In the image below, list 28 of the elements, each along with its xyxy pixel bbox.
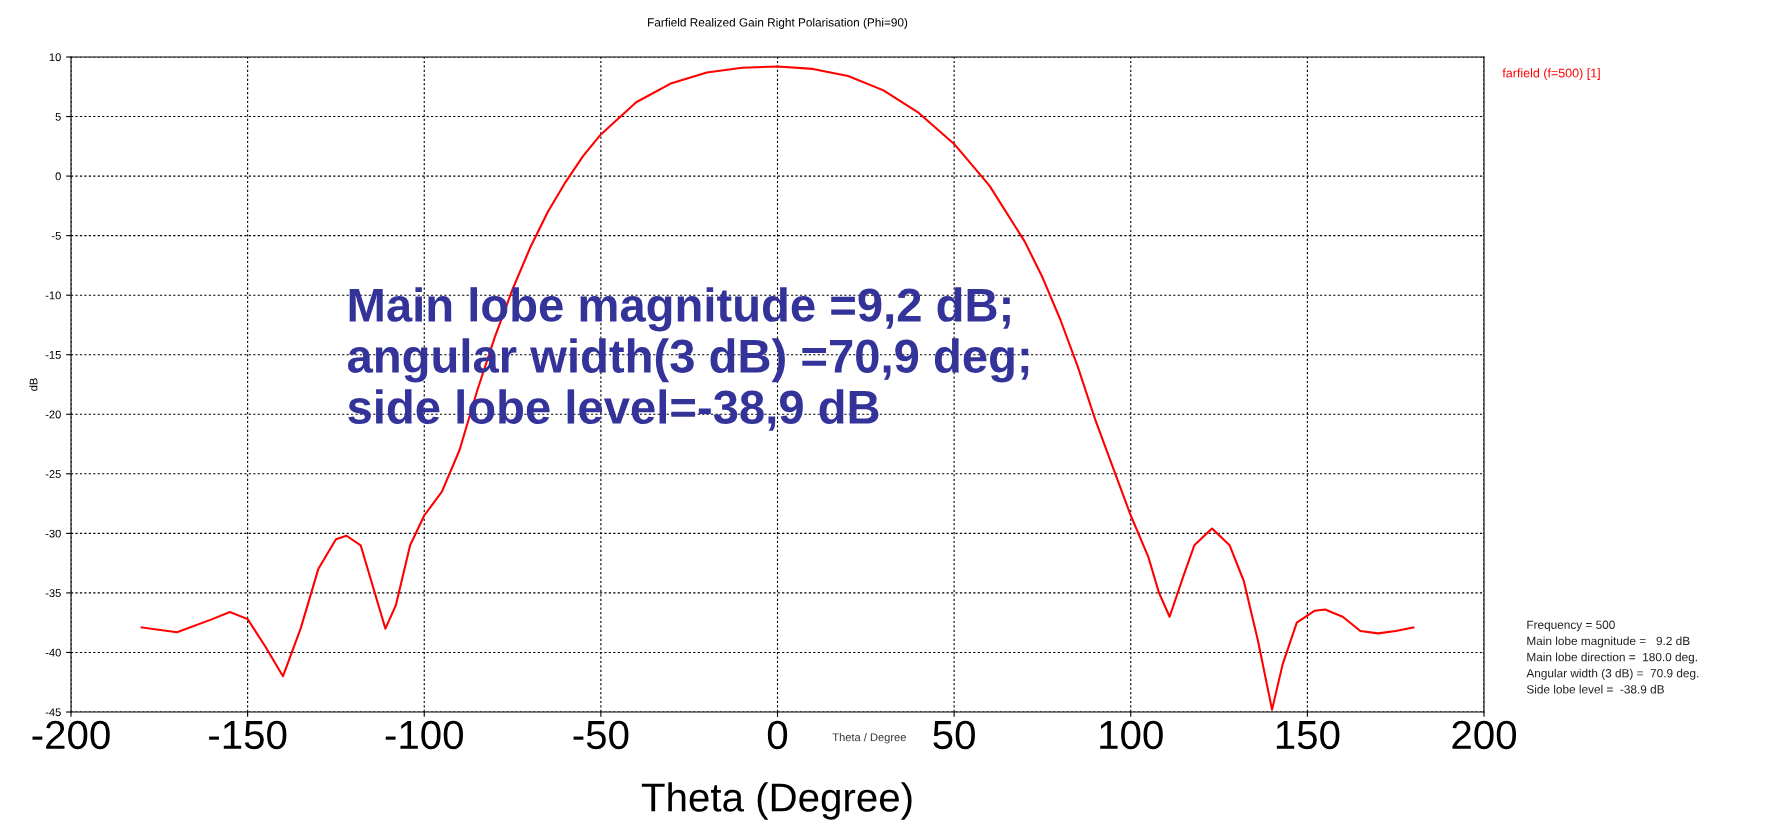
y-tick-label: -15 xyxy=(45,351,61,359)
x-tick-label: 50 xyxy=(933,720,975,750)
y-tick-label: 10 xyxy=(49,53,61,62)
text: Frequency = 500 Main lobe magnitude = 9.2 dB Main lobe direction = 180.0 deg. Angular width (3 dB) = 70.9 deg. Side lobe level = -38.9 dB xyxy=(1526,620,1699,694)
text: farfield (f=500) [1] xyxy=(1502,68,1600,80)
x-tick-label: 100 xyxy=(1100,720,1163,750)
y-tick-label: -25 xyxy=(45,470,61,478)
x-tick-label: -150 xyxy=(209,720,287,750)
x-tick-label: 200 xyxy=(1452,720,1517,750)
y-tick-label: 5 xyxy=(55,112,61,121)
chart-title: Farfield Realized Gain Right Polarisation (Phi=90) xyxy=(648,17,908,29)
x-tick-label: -50 xyxy=(573,720,629,750)
x-tick-label: -100 xyxy=(385,720,463,750)
x-tick-label: 0 xyxy=(767,720,788,750)
x-tick-label: -200 xyxy=(32,720,110,750)
y-tick-label: -30 xyxy=(45,529,61,538)
x-axis-title: Theta (Degree) xyxy=(641,782,912,820)
text: Theta / Degree xyxy=(832,733,906,744)
y-tick-label: 0 xyxy=(55,172,61,181)
y-tick-label: -10 xyxy=(45,291,61,300)
y-tick-label: -45 xyxy=(45,708,61,717)
y-tick-label: -35 xyxy=(45,589,61,598)
x-tick-label: 150 xyxy=(1276,720,1340,750)
y-axis-title: dB xyxy=(29,378,38,391)
y-tick-label: -40 xyxy=(45,648,61,657)
line-series xyxy=(140,65,1415,711)
y-tick-label: -5 xyxy=(51,232,61,240)
y-tick-label: -20 xyxy=(45,410,61,419)
